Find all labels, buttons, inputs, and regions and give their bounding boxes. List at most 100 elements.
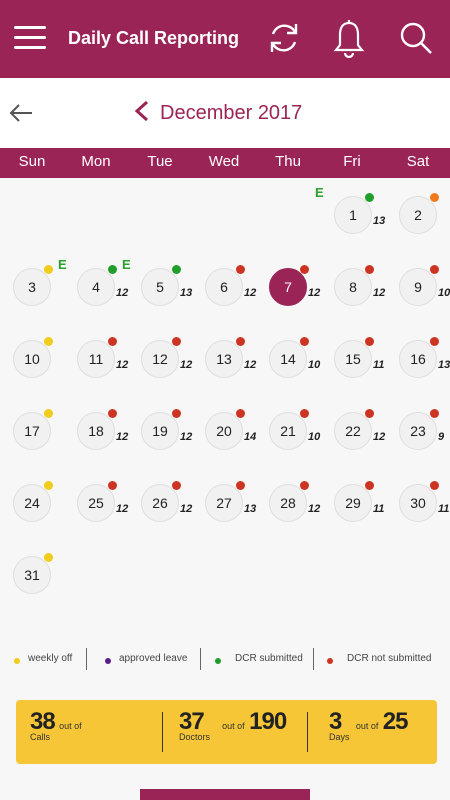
calendar-day[interactable]: 15 11 bbox=[334, 337, 384, 378]
back-arrow-icon[interactable] bbox=[8, 100, 34, 126]
status-dot bbox=[44, 265, 53, 274]
call-count: 10 bbox=[308, 431, 321, 443]
status-dot bbox=[300, 265, 309, 274]
e-marker: E bbox=[122, 257, 131, 272]
legend-label: approved leave bbox=[119, 653, 188, 664]
calendar-day[interactable]: 6 12 bbox=[205, 265, 256, 306]
chevron-left-icon[interactable] bbox=[132, 98, 152, 124]
calendar-day[interactable]: 7 12 bbox=[269, 265, 320, 306]
calendar-day[interactable]: 28 12 bbox=[269, 481, 320, 522]
calendar-day[interactable]: 23 9 bbox=[399, 409, 444, 450]
calendar-day[interactable]: 18 12 bbox=[77, 409, 128, 450]
call-count: 12 bbox=[244, 359, 257, 371]
calendar-day[interactable]: 16 13 bbox=[399, 337, 450, 378]
legend-dot bbox=[215, 658, 221, 664]
status-dot bbox=[365, 193, 374, 202]
day-number: 11 bbox=[88, 351, 104, 367]
calls-out-of: out of bbox=[59, 721, 82, 731]
call-count: 12 bbox=[373, 287, 386, 299]
calendar-day[interactable]: 8 12 bbox=[334, 265, 385, 306]
legend-divider bbox=[313, 648, 314, 670]
bell-icon[interactable] bbox=[331, 18, 367, 58]
call-count: 13 bbox=[438, 359, 450, 371]
calendar-day[interactable]: 21 10 bbox=[269, 409, 320, 450]
weekday-sun: Sun bbox=[18, 153, 46, 170]
status-dot bbox=[300, 481, 309, 490]
day-number: 10 bbox=[24, 351, 40, 367]
status-dot bbox=[430, 193, 439, 202]
call-count: 12 bbox=[180, 503, 193, 515]
calendar-day[interactable]: 19 12 bbox=[141, 409, 192, 450]
call-count: 12 bbox=[116, 287, 129, 299]
legend-dot bbox=[105, 658, 111, 664]
call-count: 12 bbox=[180, 431, 193, 443]
weekday-sat: Sat bbox=[406, 153, 430, 170]
calendar-day[interactable]: 12 12 bbox=[141, 337, 192, 378]
day-number: 23 bbox=[410, 423, 426, 439]
day-number: 27 bbox=[216, 495, 232, 511]
calendar-day[interactable]: 20 14 bbox=[205, 409, 256, 450]
summary-divider bbox=[162, 712, 163, 752]
call-count: 12 bbox=[244, 287, 257, 299]
search-icon[interactable] bbox=[398, 18, 434, 58]
doctors-total: 190 bbox=[249, 708, 287, 735]
day-number: 30 bbox=[410, 495, 426, 511]
call-count: 12 bbox=[116, 431, 129, 443]
calendar-day[interactable]: 22 12 bbox=[334, 409, 385, 450]
refresh-icon[interactable] bbox=[266, 18, 302, 58]
calls-summary: 38 out of Calls bbox=[30, 708, 82, 742]
legend-divider bbox=[200, 648, 201, 670]
calendar-day[interactable]: 4 12 E bbox=[58, 257, 128, 306]
day-number: 14 bbox=[280, 351, 296, 367]
e-marker: E bbox=[315, 185, 324, 200]
status-dot bbox=[108, 337, 117, 346]
weekday-header: Sun Mon Tue Wed Thu Fri Sat bbox=[0, 148, 450, 178]
calls-count: 38 bbox=[30, 708, 56, 735]
calendar-day[interactable]: 11 12 bbox=[77, 337, 128, 378]
calendar-day[interactable]: 10 bbox=[13, 337, 53, 378]
calendar-day[interactable]: 31 bbox=[13, 553, 53, 594]
status-dot bbox=[365, 409, 374, 418]
calendar-day[interactable]: 24 bbox=[13, 481, 53, 522]
calendar-day[interactable]: 9 10 bbox=[399, 265, 450, 306]
weekday-fri: Fri bbox=[343, 153, 361, 170]
calendar-day[interactable]: 13 12 bbox=[205, 337, 256, 378]
days-label: Days bbox=[329, 732, 350, 742]
doctors-label: Doctors bbox=[179, 732, 211, 742]
calendar-day[interactable]: 3 bbox=[13, 265, 53, 306]
day-number: 13 bbox=[216, 351, 232, 367]
day-number: 29 bbox=[345, 495, 361, 511]
status-dot bbox=[430, 409, 439, 418]
calendar-day[interactable]: 29 11 bbox=[334, 481, 384, 522]
call-count: 10 bbox=[308, 359, 321, 371]
calendar-day[interactable]: 27 13 bbox=[205, 481, 256, 522]
call-count: 13 bbox=[244, 503, 257, 515]
status-dot bbox=[236, 481, 245, 490]
calendar-day[interactable]: 2 bbox=[399, 193, 439, 234]
month-navigation: December 2017 bbox=[0, 78, 450, 148]
call-count: 13 bbox=[373, 215, 386, 227]
menu-icon[interactable] bbox=[14, 24, 46, 52]
calendar-day[interactable]: 5 13 E bbox=[122, 257, 192, 306]
summary-card: 38 out of Calls 37 out of 190 Doctors 3 … bbox=[16, 700, 437, 764]
day-number: 12 bbox=[152, 351, 168, 367]
calendar-day[interactable]: 30 11 bbox=[399, 481, 449, 522]
bottom-action-button[interactable] bbox=[140, 789, 310, 800]
calendar-day[interactable]: 1 13 E bbox=[315, 185, 385, 234]
call-count: 11 bbox=[438, 503, 450, 515]
days-out-of: out of bbox=[355, 721, 379, 731]
legend: weekly off approved leave DCR submitted … bbox=[0, 648, 450, 672]
calendar-day[interactable]: 17 bbox=[13, 409, 53, 450]
calendar-day[interactable]: 25 12 bbox=[77, 481, 128, 522]
day-number: 21 bbox=[280, 423, 296, 439]
status-dot bbox=[44, 481, 53, 490]
calendar-day[interactable]: 26 12 bbox=[141, 481, 192, 522]
status-dot bbox=[172, 265, 181, 274]
calendar-day[interactable]: 14 10 bbox=[269, 337, 320, 378]
status-dot bbox=[44, 337, 53, 346]
call-count: 12 bbox=[116, 359, 129, 371]
status-dot bbox=[300, 337, 309, 346]
status-dot bbox=[108, 481, 117, 490]
status-dot bbox=[430, 481, 439, 490]
legend-label: DCR submitted bbox=[235, 653, 303, 664]
